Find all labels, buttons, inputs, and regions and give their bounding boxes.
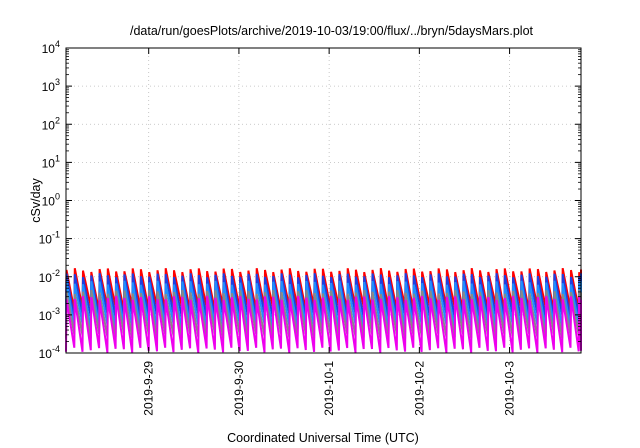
y-tick-base: 10: [39, 309, 53, 323]
y-tick-label: 101: [42, 153, 60, 170]
y-axis-label: cSv/day: [29, 178, 43, 223]
y-tick-exponent: -4: [52, 344, 60, 354]
series-line: [65, 295, 582, 353]
y-tick-base: 10: [42, 118, 56, 132]
y-tick-exponent: 1: [55, 153, 60, 163]
y-tick-base: 10: [42, 195, 56, 209]
y-tick-base: 10: [42, 80, 56, 94]
x-tick-label: 2019-10-1: [322, 361, 336, 416]
y-tick-exponent: 4: [55, 39, 60, 49]
series-line: [65, 273, 582, 320]
series-line: [65, 280, 582, 330]
ticks: 10-410-310-210-11001011021031042019-9-29…: [39, 39, 581, 416]
chart-title: /data/run/goesPlots/archive/2019-10-03/1…: [130, 24, 534, 38]
y-tick-label: 10-1: [39, 230, 60, 247]
x-tick-label: 2019-9-30: [232, 361, 246, 416]
series-line: [65, 268, 582, 312]
y-tick-base: 10: [42, 156, 56, 170]
y-tick-base: 10: [39, 347, 53, 361]
x-axis-label: Coordinated Universal Time (UTC): [227, 431, 419, 445]
y-tick-exponent: 0: [55, 192, 60, 202]
x-tick-label: 2019-10-2: [412, 361, 426, 416]
grid: [66, 48, 581, 353]
y-tick-label: 100: [42, 192, 60, 209]
y-tick-label: 102: [42, 115, 60, 132]
x-tick-label: 2019-10-3: [503, 361, 517, 416]
y-tick-exponent: 3: [55, 77, 60, 87]
x-tick-label: 2019-9-29: [142, 361, 156, 416]
y-tick-label: 104: [42, 39, 60, 56]
y-tick-exponent: -2: [52, 268, 60, 278]
y-tick-base: 10: [39, 233, 53, 247]
y-tick-base: 10: [42, 42, 56, 56]
y-tick-exponent: 2: [55, 115, 60, 125]
y-tick-exponent: -1: [52, 230, 60, 240]
y-tick-base: 10: [39, 271, 53, 285]
y-tick-label: 10-2: [39, 268, 60, 285]
y-tick-exponent: -3: [52, 306, 60, 316]
y-tick-label: 103: [42, 77, 60, 94]
y-tick-label: 10-4: [39, 344, 60, 361]
series-layer: [65, 268, 582, 353]
y-tick-label: 10-3: [39, 306, 60, 323]
